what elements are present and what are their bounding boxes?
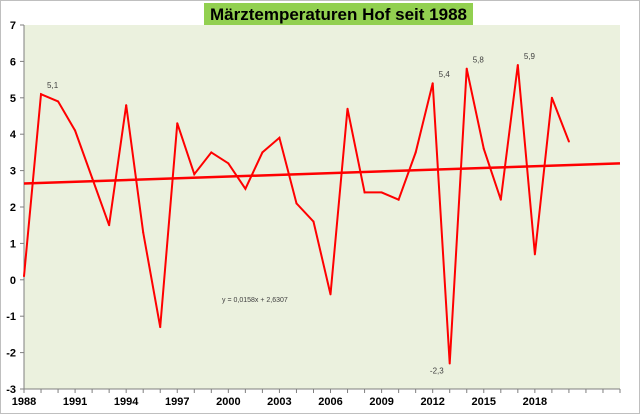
x-tick-label: 2012 [420, 396, 444, 408]
y-tick-label: -3 [6, 384, 16, 396]
data-point [346, 107, 349, 110]
x-tick-label: 1991 [63, 396, 87, 408]
x-tick-label: 2018 [523, 396, 547, 408]
data-point [142, 231, 145, 234]
data-point [91, 176, 94, 179]
data-point [176, 122, 179, 125]
x-tick-label: 1997 [165, 396, 189, 408]
data-point [465, 67, 468, 70]
x-tick-label: 2003 [267, 396, 291, 408]
data-point [380, 191, 383, 194]
data-point [567, 140, 570, 143]
x-tick-label: 1994 [114, 396, 139, 408]
data-point [244, 187, 247, 190]
y-tick-label: -1 [6, 311, 16, 323]
data-point [57, 100, 60, 103]
data-point [23, 275, 25, 278]
data-point [516, 64, 519, 67]
data-point [431, 82, 434, 85]
data-point [499, 198, 502, 201]
data-point [40, 93, 43, 96]
data-point [550, 96, 553, 99]
y-tick-label: 1 [10, 238, 16, 250]
y-tick-label: 4 [10, 129, 17, 141]
data-point [125, 104, 128, 107]
y-tick-label: 5 [10, 93, 16, 105]
data-point [414, 151, 417, 154]
x-tick-label: 2000 [216, 396, 240, 408]
y-tick-label: 7 [10, 20, 16, 32]
data-point [278, 136, 281, 139]
data-point [159, 326, 162, 329]
x-tick-label: 2009 [369, 396, 393, 408]
data-point [227, 162, 230, 165]
data-point [193, 173, 196, 176]
trendline-equation: y = 0,0158x + 2,6307 [222, 297, 288, 304]
y-tick-label: 2 [10, 202, 16, 214]
data-point [108, 224, 111, 227]
x-tick-label: 1988 [12, 396, 36, 408]
data-point [295, 202, 298, 205]
data-point [312, 220, 315, 223]
y-tick-label: 0 [10, 275, 16, 287]
trendline [23, 162, 621, 185]
x-tick-label: 2006 [318, 396, 342, 408]
x-tick-label: 2015 [472, 396, 496, 408]
data-point [397, 198, 400, 201]
data-point [448, 362, 451, 365]
data-point [329, 293, 332, 296]
data-point [363, 191, 366, 194]
data-point [261, 151, 264, 154]
data-point [210, 151, 213, 154]
y-tick-label: 3 [10, 166, 16, 178]
data-point [74, 129, 77, 132]
chart-title: Märztemperaturen Hof seit 1988 [204, 3, 473, 27]
data-label: 5,1 [47, 81, 59, 90]
data-label: 5,8 [473, 56, 485, 65]
data-point [482, 147, 485, 150]
y-tick-label: 6 [10, 56, 16, 68]
y-tick-label: -2 [6, 348, 16, 360]
data-label: 5,4 [439, 70, 451, 79]
data-label: 5,9 [524, 52, 536, 61]
data-label: -2,3 [430, 367, 444, 376]
data-point [533, 253, 536, 256]
